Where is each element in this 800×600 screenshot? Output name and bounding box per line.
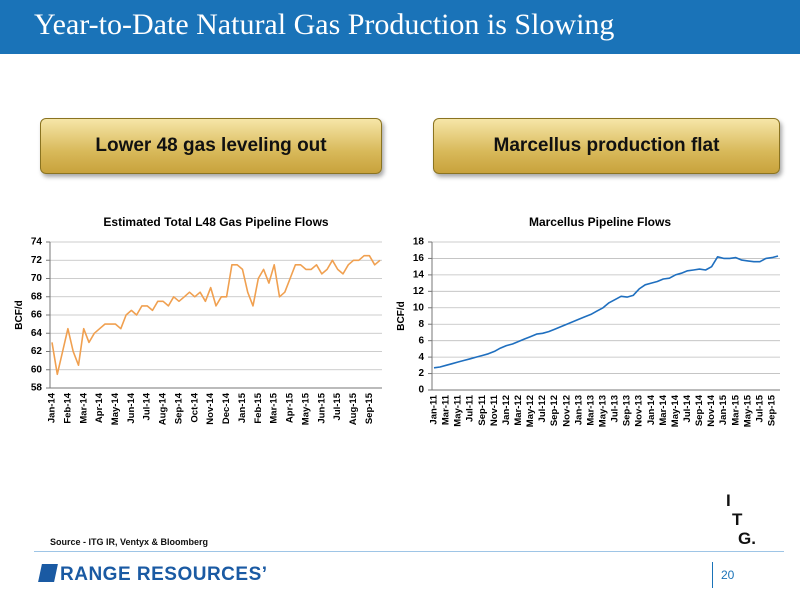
y-tick-label: 66 — [31, 310, 43, 321]
x-tick-label: Mar-12 — [513, 395, 524, 426]
x-tick-label: Mar-13 — [585, 395, 596, 426]
y-tick-label: 74 — [31, 237, 43, 248]
x-tick-label: Nov-11 — [489, 394, 500, 426]
x-tick-label: Feb-14 — [62, 392, 73, 423]
x-tick-label: Jun-15 — [316, 392, 327, 423]
y-tick-label: 70 — [31, 273, 43, 284]
y-tick-label: 14 — [413, 270, 425, 281]
x-tick-label: Sep-14 — [173, 392, 184, 424]
charts: Estimated Total L48 Gas Pipeline Flows BC… — [14, 215, 780, 427]
itg-logo: I T G. — [724, 492, 764, 547]
x-tick-label: May-12 — [525, 395, 536, 427]
x-tick-label: Apr-15 — [285, 392, 296, 423]
x-tick-label: Nov-14 — [205, 392, 216, 424]
footer-rule — [34, 551, 784, 552]
chart-title: Estimated Total L48 Gas Pipeline Flows — [103, 215, 328, 229]
y-tick-label: 18 — [413, 237, 425, 248]
x-tick-label: Jul-14 — [682, 394, 693, 422]
y-tick-label: 2 — [418, 368, 424, 379]
x-tick-label: Aug-15 — [348, 392, 359, 425]
y-tick-label: 58 — [31, 383, 43, 394]
y-tick-label: 10 — [413, 302, 425, 313]
x-tick-label: Jan-15 — [718, 394, 729, 425]
x-tick-label: May-14 — [110, 392, 121, 425]
page-number: 20 — [712, 562, 734, 588]
x-tick-label: Jul-14 — [142, 392, 153, 420]
itg-letter: T — [732, 510, 743, 529]
slide-title: Year-to-Date Natural Gas Production is S… — [34, 8, 615, 41]
y-tick-label: 0 — [418, 385, 424, 396]
company-logo: RANGE RESOURCES’ — [38, 564, 268, 586]
x-tick-label: Sep-13 — [622, 395, 633, 426]
y-axis-label: BCF/d — [396, 301, 407, 330]
x-tick-label: May-13 — [597, 395, 608, 427]
x-tick-label: Sep-15 — [364, 392, 375, 424]
x-tick-label: Mar-15 — [730, 394, 741, 425]
logo-mark — [38, 564, 58, 582]
x-tick-label: May-15 — [300, 392, 311, 425]
x-tick-label: Nov-13 — [634, 395, 645, 427]
y-tick-label: 62 — [31, 346, 43, 357]
x-tick-label: Dec-14 — [221, 392, 232, 424]
x-tick-label: Jan-11 — [429, 394, 440, 424]
y-tick-label: 72 — [31, 255, 43, 266]
x-tick-label: Sep-12 — [549, 395, 560, 426]
x-tick-label: Mar-14 — [658, 394, 669, 425]
x-tick-label: Jul-12 — [537, 395, 548, 422]
y-axis-label: BCF/d — [14, 300, 25, 329]
x-tick-label: Jul-13 — [610, 395, 621, 422]
callout: Marcellus production flat — [433, 118, 780, 174]
x-tick-label: Apr-14 — [94, 392, 105, 423]
x-tick-label: Nov-14 — [706, 394, 717, 426]
x-tick-label: May-11 — [453, 394, 464, 426]
header-bar: Year-to-Date Natural Gas Production is S… — [0, 0, 800, 54]
x-tick-label: Aug-14 — [158, 392, 169, 425]
callout: Lower 48 gas leveling out — [40, 118, 382, 174]
y-tick-label: 8 — [418, 319, 424, 330]
x-tick-label: Sep-15 — [766, 394, 777, 426]
x-tick-label: Jul-15 — [754, 394, 765, 422]
y-tick-label: 68 — [31, 291, 43, 302]
y-tick-label: 64 — [31, 328, 43, 339]
x-tick-label: Jan-13 — [573, 395, 584, 425]
x-tick-label: May-15 — [742, 394, 753, 427]
data-line — [433, 255, 779, 369]
x-tick-label: Feb-15 — [253, 392, 264, 423]
x-tick-label: Jan-15 — [237, 392, 248, 423]
logo-text: RANGE RESOURCES’ — [60, 564, 268, 585]
x-tick-label: Sep-11 — [477, 394, 488, 425]
data-line — [51, 254, 381, 376]
x-tick-label: May-14 — [670, 394, 681, 427]
x-tick-label: Jul-11 — [465, 394, 476, 422]
itg-letter: G. — [738, 529, 756, 548]
itg-letter: I — [726, 491, 731, 510]
x-tick-label: Nov-12 — [561, 395, 572, 427]
x-tick-label: Jan-12 — [501, 395, 512, 425]
y-tick-label: 6 — [418, 335, 424, 346]
y-tick-label: 4 — [418, 352, 424, 363]
x-tick-label: Sep-14 — [694, 394, 705, 426]
y-tick-label: 16 — [413, 253, 425, 264]
x-tick-label: Mar-14 — [78, 392, 89, 423]
x-tick-label: Oct-14 — [189, 392, 200, 422]
source-note: Source - ITG IR, Ventyx & Bloomberg — [50, 537, 209, 547]
x-tick-label: Jul-15 — [332, 392, 343, 420]
x-tick-label: Mar-15 — [269, 392, 280, 423]
chart-title: Marcellus Pipeline Flows — [529, 215, 671, 229]
x-tick-label: Mar-11 — [441, 394, 452, 425]
x-tick-label: Jun-14 — [126, 392, 137, 423]
x-tick-label: Jan-14 — [47, 392, 58, 423]
y-tick-label: 60 — [31, 364, 43, 375]
y-tick-label: 12 — [413, 286, 425, 297]
x-tick-label: Jan-14 — [646, 394, 657, 425]
